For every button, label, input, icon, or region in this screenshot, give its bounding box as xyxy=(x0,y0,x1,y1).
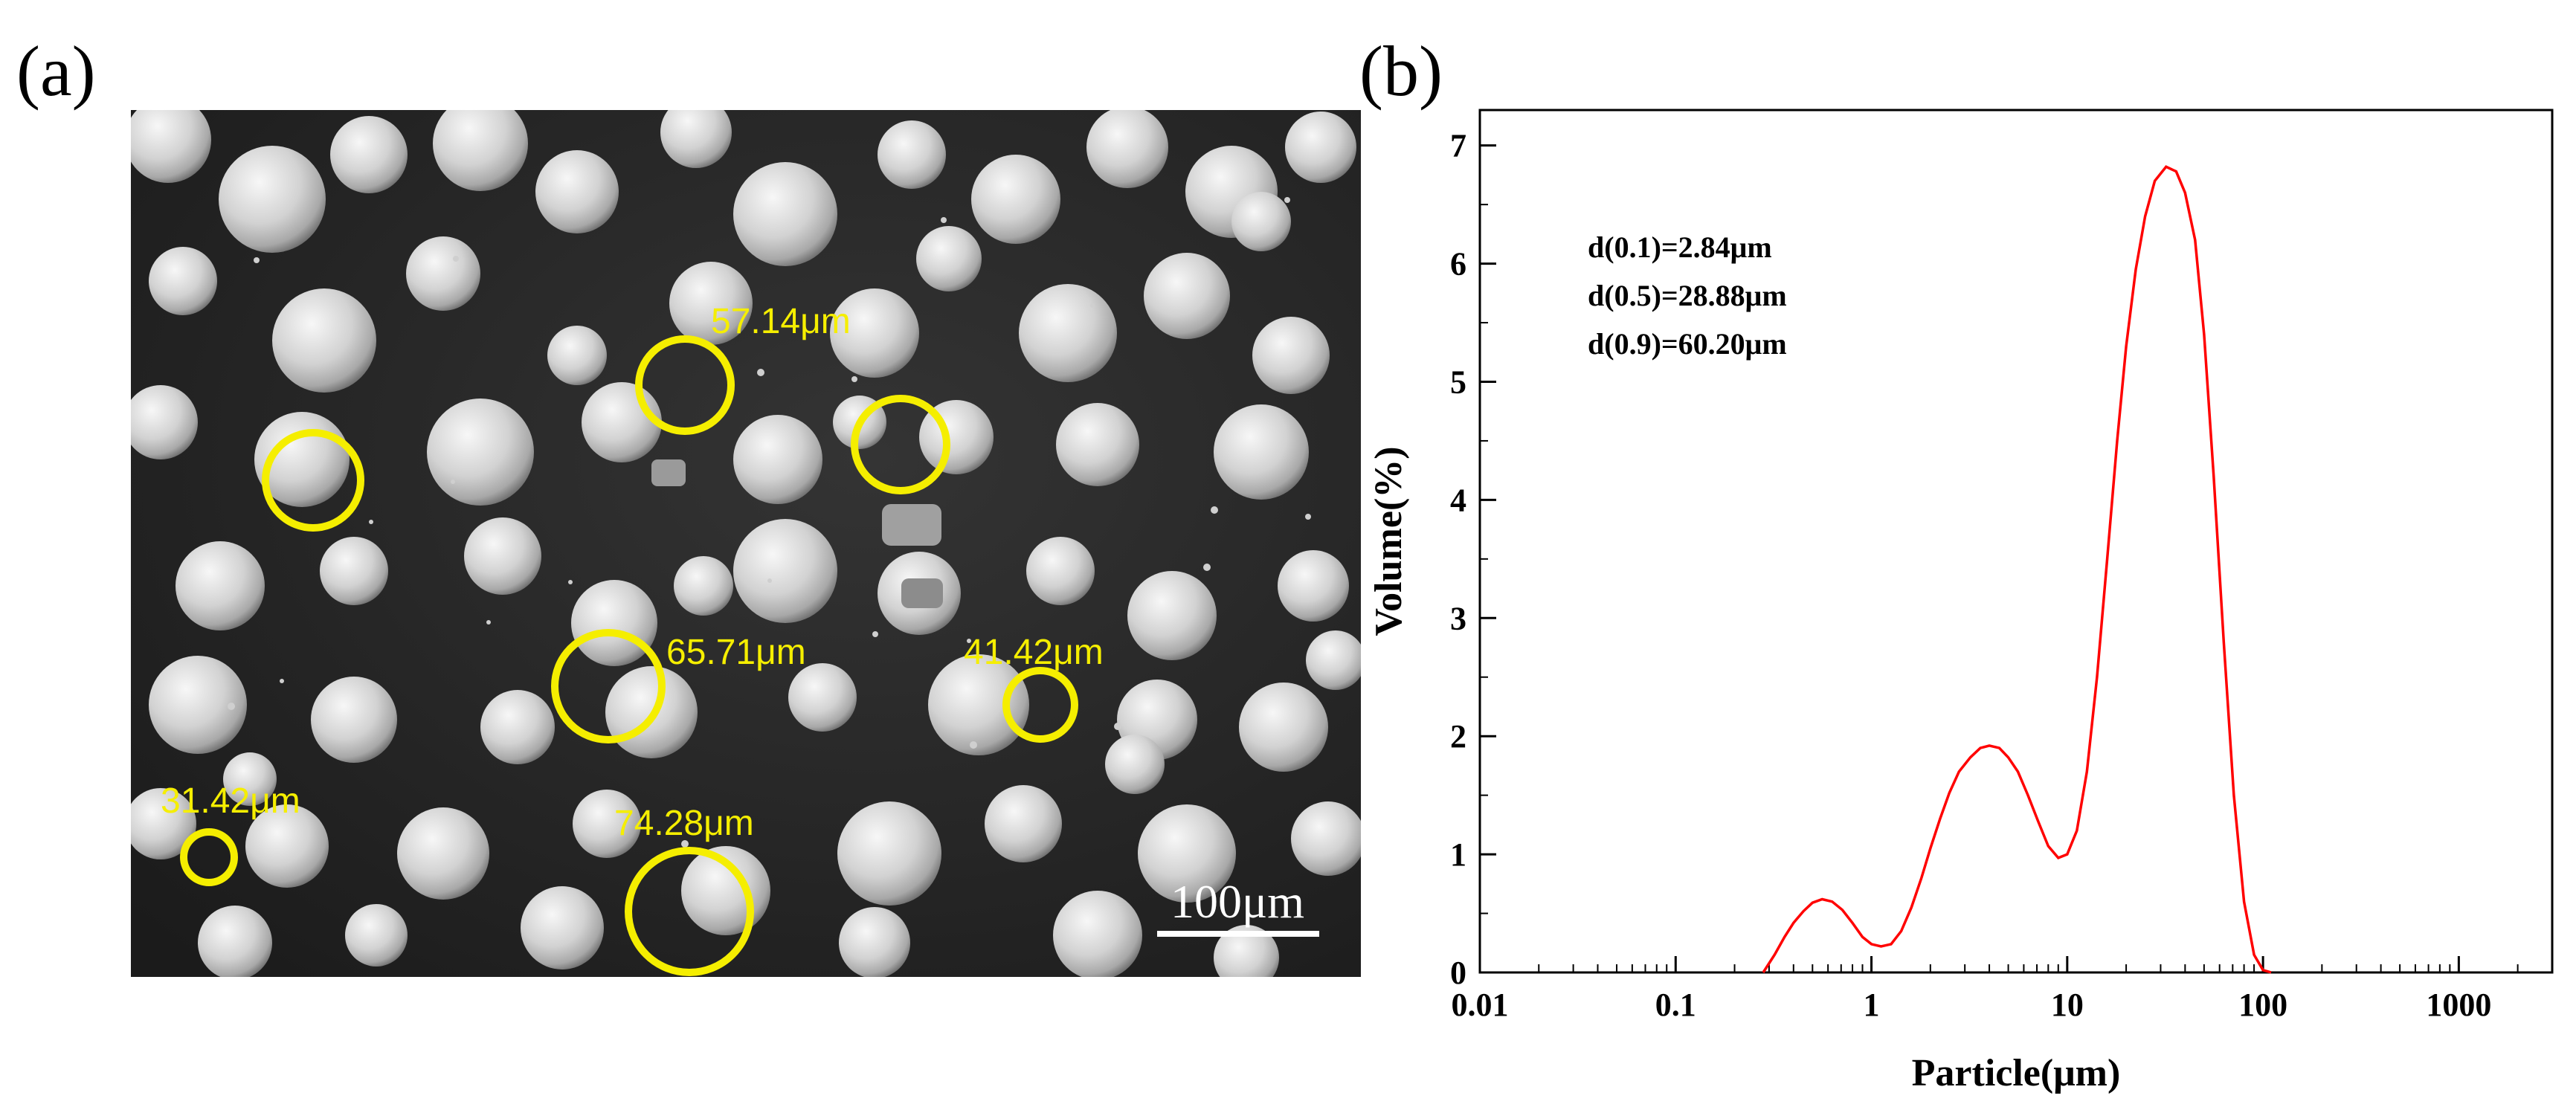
diameter-label: 57.14μm xyxy=(711,302,851,341)
measurement-circle xyxy=(1002,667,1078,743)
measurement-circle xyxy=(635,335,735,435)
percentile-annotation: d(0.9)=60.20μm xyxy=(1588,327,1787,361)
diameter-label: 31.42μm xyxy=(161,781,300,821)
volume-distribution-line xyxy=(1762,165,2272,974)
y-axis-label: Volume(%) xyxy=(1368,446,1410,636)
panel-a-label: (a) xyxy=(16,31,96,111)
x-tick-label: 0.1 xyxy=(1655,987,1696,1023)
x-tick-label: 1 xyxy=(1864,987,1880,1023)
diameter-label: 41.42μm xyxy=(964,633,1104,672)
y-tick-label: 4 xyxy=(1450,482,1466,518)
powder-particles xyxy=(131,110,1361,977)
scale-bar: 100μm xyxy=(1157,875,1319,937)
percentile-annotations: d(0.1)=2.84μm d(0.5)=28.88μm d(0.9)=60.20μ… xyxy=(1588,230,1787,361)
y-tick-label: 0 xyxy=(1450,955,1466,991)
sem-micrograph: 57.14μm 65.71μm 41.42μm 31.42μm 74.28μm 100μ… xyxy=(131,110,1361,977)
x-tick-label: 0.01 xyxy=(1452,987,1509,1023)
measurement-circle xyxy=(551,629,666,743)
y-axis: 0 1 2 3 4 5 6 7 xyxy=(1450,128,1496,991)
percentile-annotation: d(0.1)=2.84μm xyxy=(1588,230,1772,264)
x-axis-label: Particle(μm) xyxy=(1912,1052,2121,1094)
debris-particles xyxy=(228,197,1311,848)
diameter-label: 74.28μm xyxy=(614,804,754,843)
measurement-circle xyxy=(625,847,754,976)
measurement-circles: 57.14μm 65.71μm 41.42μm 31.42μm 74.28μm xyxy=(161,302,1104,976)
percentile-annotation: d(0.5)=28.88μm xyxy=(1588,279,1787,312)
scale-bar-label: 100μm xyxy=(1171,875,1304,928)
x-tick-label: 10 xyxy=(2051,987,2084,1023)
y-tick-label: 6 xyxy=(1450,246,1466,283)
diameter-label: 65.71μm xyxy=(666,633,806,672)
x-tick-label: 100 xyxy=(2238,987,2287,1023)
y-tick-label: 2 xyxy=(1450,718,1466,755)
plot-frame xyxy=(1478,109,2554,974)
panel-b-label: (b) xyxy=(1359,31,1443,111)
measurement-circle xyxy=(180,828,238,886)
x-tick-label: 1000 xyxy=(2426,987,2491,1023)
x-axis: 0.01 0.1 1 10 100 1000 xyxy=(1452,956,2553,1023)
y-tick-label: 1 xyxy=(1450,836,1466,873)
y-tick-label: 5 xyxy=(1450,364,1466,400)
y-tick-label: 7 xyxy=(1450,128,1466,164)
y-tick-label: 3 xyxy=(1450,600,1466,636)
